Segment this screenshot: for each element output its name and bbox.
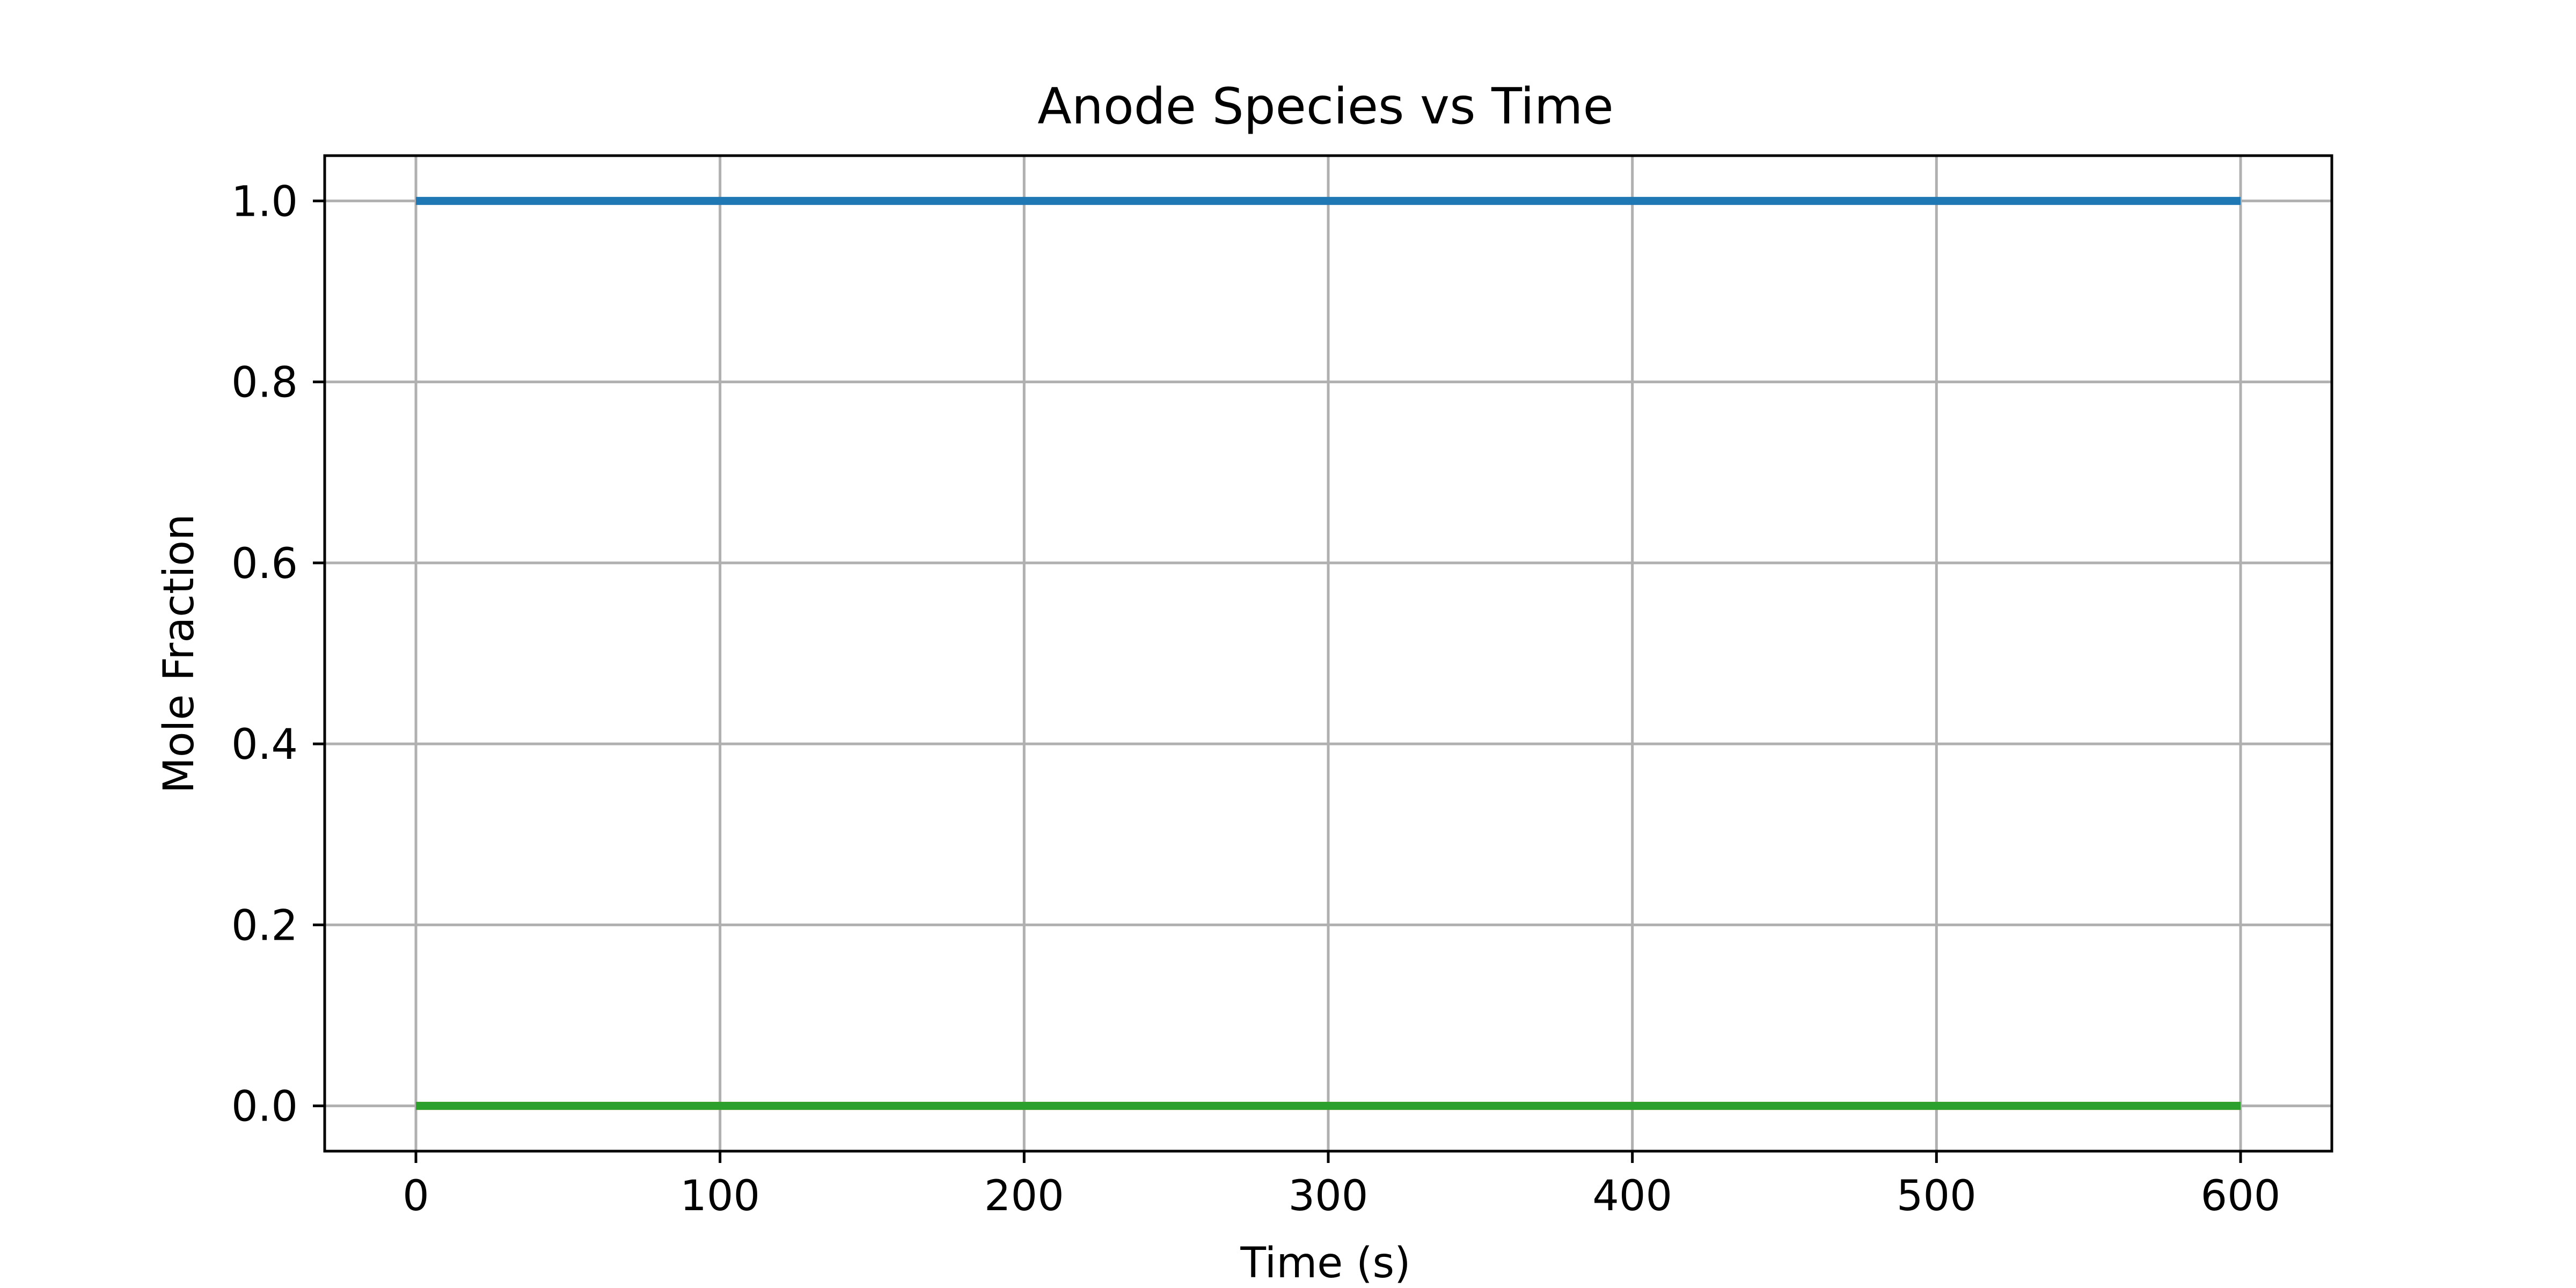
x-tick-label: 100 [680,1172,760,1220]
y-tick-label: 0.0 [231,1083,298,1131]
x-axis-label: Time (s) [1240,1239,1410,1287]
series-group [416,196,2241,1110]
y-tick-label: 0.4 [231,721,298,769]
chart-title: Anode Species vs Time [1037,77,1613,135]
y-axis-label: Mole Fraction [155,514,203,794]
y-axis: 0.0 0.2 0.4 0.6 0.8 1.0 [231,178,325,1131]
y-tick-label: 1.0 [231,178,298,226]
y-tick-label: 0.2 [231,902,298,950]
x-tick-label: 500 [1897,1172,1977,1220]
x-tick-label: 600 [2201,1172,2281,1220]
y-tick-label: 0.6 [231,540,298,588]
x-tick-label: 400 [1592,1172,1672,1220]
x-tick-label: 300 [1289,1172,1368,1220]
x-axis: 0 100 200 300 400 500 600 [402,1151,2280,1220]
x-tick-label: 0 [402,1172,429,1220]
y-tick-label: 0.8 [231,359,298,407]
x-tick-label: 200 [984,1172,1064,1220]
